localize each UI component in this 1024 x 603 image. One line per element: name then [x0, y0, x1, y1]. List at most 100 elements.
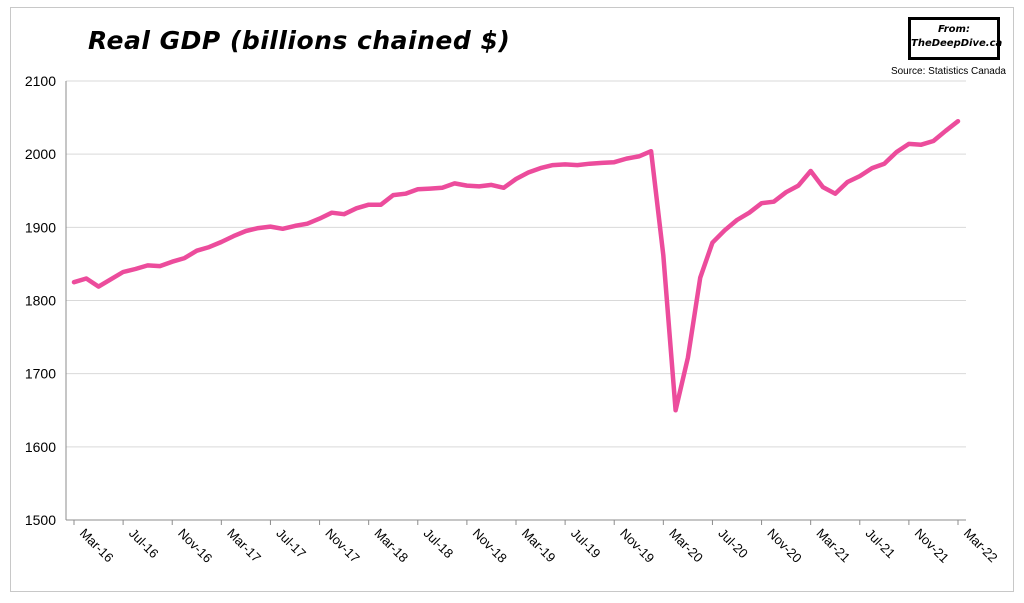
data-point [478, 185, 480, 187]
x-tick-label: Jul-19 [568, 526, 604, 562]
y-axis-ticks: 1500 1600 1700 1800 1900 2000 2100 [25, 73, 56, 528]
data-point [576, 164, 578, 166]
data-point [810, 170, 812, 172]
data-point [883, 163, 885, 165]
data-point [380, 204, 382, 206]
series-layer [71, 118, 961, 413]
data-point [552, 164, 554, 166]
x-tick-label: Nov-19 [617, 526, 657, 566]
data-point [405, 193, 406, 195]
data-point [908, 143, 910, 145]
data-point [171, 261, 173, 263]
data-point [208, 246, 210, 248]
data-point [515, 178, 517, 180]
data-point [662, 254, 664, 256]
y-tick-label: 1800 [25, 293, 56, 309]
data-point [920, 144, 922, 146]
data-point [871, 167, 873, 169]
data-point [466, 185, 468, 187]
x-tick-label: Nov-20 [764, 526, 804, 566]
data-point [761, 202, 763, 204]
series-line-0 [71, 118, 961, 413]
y-tick-label: 2100 [25, 73, 56, 89]
data-point [748, 212, 750, 214]
data-point [257, 227, 259, 229]
data-point [282, 228, 284, 230]
data-point [294, 225, 296, 227]
data-point [626, 158, 627, 160]
y-tick-label: 1700 [25, 366, 56, 382]
x-tick-label: Jul-18 [421, 526, 457, 562]
data-point [945, 130, 947, 132]
data-point [441, 187, 443, 189]
source-note: Source: Statistics Canada [890, 66, 1006, 77]
data-point [847, 181, 848, 183]
x-tick-label: Jul-17 [273, 526, 309, 562]
data-point [503, 187, 505, 189]
data-point [85, 278, 87, 279]
data-point [110, 278, 112, 280]
x-tick-label: Nov-21 [912, 526, 952, 566]
data-point [736, 219, 738, 221]
x-tick-label: Mar-17 [224, 526, 264, 566]
data-point [601, 162, 603, 164]
brand-site-label: TheDeepDive.ca [911, 38, 1003, 49]
data-point [932, 140, 934, 142]
data-point [269, 226, 271, 228]
x-axis-ticks: Mar-16 Jul-16 Nov-16 Mar-17 Jul-17 Nov-17 Mar-… [73, 520, 1001, 566]
data-point [490, 184, 492, 186]
x-tick-label: Nov-16 [175, 526, 215, 566]
data-point [159, 265, 161, 267]
data-point [73, 281, 75, 283]
data-point [196, 250, 198, 252]
data-point [98, 286, 100, 288]
data-point [896, 151, 898, 153]
y-tick-label: 1500 [25, 512, 56, 528]
data-point [233, 235, 235, 237]
data-point [417, 188, 419, 190]
data-point [540, 167, 542, 169]
data-point [527, 172, 529, 173]
data-point [392, 194, 394, 196]
x-tick-label: Jul-16 [126, 526, 162, 562]
brand-from-label: From: [938, 24, 970, 35]
data-point [724, 229, 726, 231]
x-tick-label: Mar-19 [519, 526, 559, 566]
y-tick-label: 1600 [25, 439, 56, 455]
data-point [134, 268, 136, 270]
data-point [613, 161, 615, 163]
data-point [368, 204, 370, 206]
data-point [429, 188, 431, 190]
chart-title: Real GDP (billions chained $) [88, 26, 511, 55]
data-point [699, 277, 701, 279]
x-tick-label: Mar-20 [666, 526, 706, 566]
data-point [331, 212, 333, 214]
x-tick-label: Jul-20 [715, 526, 751, 562]
data-point [122, 271, 124, 273]
x-tick-label: Jul-21 [863, 526, 899, 562]
chart-frame [10, 7, 1014, 592]
data-point [184, 257, 185, 259]
gridlines [66, 80, 966, 448]
brand-box: From: TheDeepDive.ca [908, 17, 1003, 60]
x-tick-label: Mar-16 [77, 526, 117, 566]
data-point [711, 242, 713, 244]
y-tick-label: 2000 [25, 146, 56, 162]
data-point [564, 163, 566, 165]
data-point [245, 230, 247, 232]
data-point [454, 182, 456, 184]
data-point [834, 193, 836, 195]
x-tick-label: Mar-21 [814, 526, 854, 566]
data-point [343, 213, 345, 215]
data-point [355, 207, 357, 209]
data-point [638, 155, 640, 157]
x-tick-label: Nov-17 [322, 526, 362, 566]
x-tick-label: Mar-18 [372, 526, 412, 566]
data-point [650, 150, 652, 152]
data-point [147, 264, 149, 266]
data-point [773, 201, 775, 203]
data-point [687, 357, 689, 359]
x-tick-label: Mar-22 [961, 526, 1001, 566]
data-point [797, 185, 799, 187]
